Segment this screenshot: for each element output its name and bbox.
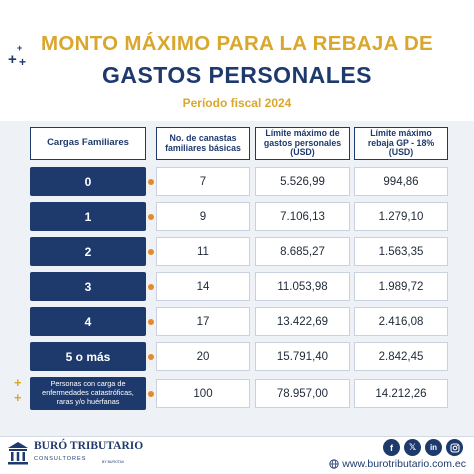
row-rebaja-0: 994,86 <box>354 167 448 196</box>
bullet-dot <box>148 179 154 185</box>
row-cargas-0: 0 <box>30 167 146 196</box>
row-canastas-1: 9 <box>156 202 250 231</box>
website-text[interactable]: www.burotributario.com.ec <box>342 458 466 470</box>
sparkle-icon: + <box>8 51 17 68</box>
row-rebaja-4: 2.416,08 <box>354 307 448 336</box>
linkedin-icon[interactable]: in <box>425 439 442 456</box>
row-rebaja-5: 2.842,45 <box>354 342 448 371</box>
row-cargas-5: 5 o más <box>30 342 146 371</box>
row-cargas-3: 3 <box>30 272 146 301</box>
bullet-dot <box>148 354 154 360</box>
row-cargas-6: Personas con carga de enfermedades catas… <box>30 377 146 410</box>
row-canastas-2: 11 <box>156 237 250 266</box>
row-limite-4: 13.422,69 <box>255 307 350 336</box>
sparkle-icon: + <box>14 390 22 405</box>
row-limite-6: 78.957,00 <box>255 379 350 408</box>
row-limite-2: 8.685,27 <box>255 237 350 266</box>
footer-divider <box>0 436 474 437</box>
instagram-icon[interactable] <box>446 439 463 456</box>
bullet-dot <box>148 391 154 397</box>
facebook-icon[interactable]: f <box>383 439 400 456</box>
page-title-line1: MONTO MÁXIMO PARA LA REBAJA DE <box>40 32 434 55</box>
column-header-cargas: Cargas Familiares <box>30 127 146 160</box>
page-title-line2: GASTOS PERSONALES <box>101 62 373 88</box>
bullet-dot <box>148 284 154 290</box>
row-canastas-6: 100 <box>156 379 250 408</box>
row-cargas-4: 4 <box>30 307 146 336</box>
row-canastas-5: 20 <box>156 342 250 371</box>
website-link[interactable]: www.burotributario.com.ec <box>329 458 466 470</box>
row-canastas-4: 17 <box>156 307 250 336</box>
row-rebaja-1: 1.279,10 <box>354 202 448 231</box>
brand-subtitle: CONSULTORES <box>34 456 87 462</box>
column-header-rebaja: Límite máximo rebaja GP - 18% (USD) <box>354 127 448 160</box>
row-rebaja-3: 1.989,72 <box>354 272 448 301</box>
bullet-dot <box>148 249 154 255</box>
row-limite-1: 7.106,13 <box>255 202 350 231</box>
sparkle-icon: + <box>17 43 23 53</box>
row-limite-3: 11.053,98 <box>255 272 350 301</box>
row-rebaja-2: 1.563,35 <box>354 237 448 266</box>
brand-name: BURÓ TRIBUTARIO <box>34 440 144 452</box>
globe-icon <box>329 459 339 469</box>
row-canastas-3: 14 <box>156 272 250 301</box>
row-cargas-1: 1 <box>30 202 146 231</box>
fiscal-period: Período fiscal 2024 <box>182 96 292 110</box>
building-icon <box>8 442 28 465</box>
sparkle-icon: + <box>19 55 27 69</box>
column-header-limite: Límite máximo de gastos personales (USD) <box>255 127 350 160</box>
bullet-dot <box>148 319 154 325</box>
row-rebaja-6: 14.212,26 <box>354 379 448 408</box>
brand-mini: BY BUROTAX <box>102 460 125 464</box>
bullet-dot <box>148 214 154 220</box>
row-limite-5: 15.791,40 <box>255 342 350 371</box>
column-header-canastas: No. de canastas familiares básicas <box>156 127 250 160</box>
x-icon[interactable]: 𝕏 <box>404 439 421 456</box>
brand-logo: BURÓ TRIBUTARIO CONSULTORES BY BUROTAX <box>6 440 143 470</box>
sparkle-icon: + <box>14 375 22 390</box>
row-cargas-2: 2 <box>30 237 146 266</box>
row-canastas-0: 7 <box>156 167 250 196</box>
row-limite-0: 5.526,99 <box>255 167 350 196</box>
